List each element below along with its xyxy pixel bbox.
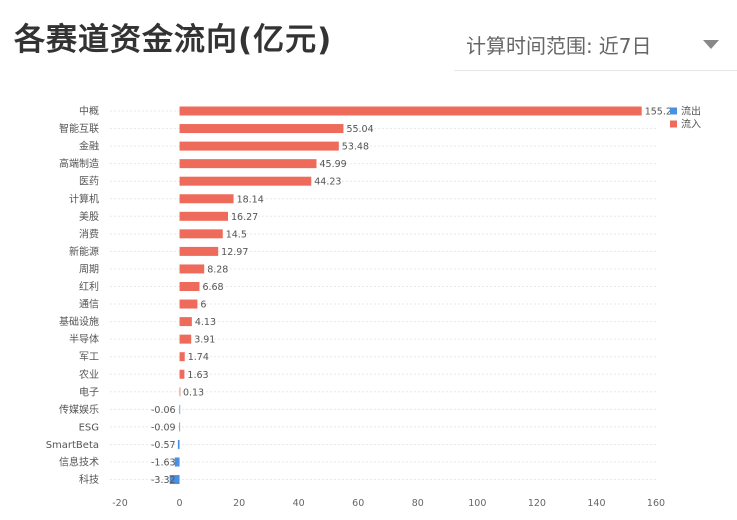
value-label: -3.32 xyxy=(151,475,176,486)
chevron-down-icon[interactable] xyxy=(703,40,719,49)
value-label: -0.06 xyxy=(151,405,176,416)
bar-4 xyxy=(179,159,317,169)
value-label: -0.09 xyxy=(151,422,176,433)
value-label: -0.57 xyxy=(151,440,176,451)
bar-10 xyxy=(179,264,205,274)
page-title: 各赛道资金流向(亿元) xyxy=(14,22,333,58)
bar-15 xyxy=(179,352,185,362)
bar-1 xyxy=(179,106,642,116)
category-label: SmartBeta xyxy=(46,440,99,451)
category-label: 中概 xyxy=(79,105,99,118)
x-tick-label: 60 xyxy=(352,498,364,509)
category-label: 计算机 xyxy=(69,192,99,205)
x-tick-label: 100 xyxy=(468,498,486,509)
category-label: ESG xyxy=(79,422,99,433)
bar-11 xyxy=(179,282,200,291)
category-label: 信息技术 xyxy=(59,456,99,469)
category-label: 电子 xyxy=(79,385,99,398)
value-label: 16.27 xyxy=(231,212,258,223)
x-axis-ticks: -20 0 20 40 60 80 100 120 140 160 xyxy=(112,498,665,509)
x-tick-label: 160 xyxy=(647,498,665,509)
bar-12 xyxy=(179,299,198,309)
category-label: 金融 xyxy=(79,140,99,153)
bar-8 xyxy=(179,229,223,239)
category-label: 红利 xyxy=(79,280,99,293)
value-label: 4.13 xyxy=(195,317,216,328)
bar-6 xyxy=(179,194,234,204)
bar-22 xyxy=(169,475,180,485)
bar-layer xyxy=(169,106,642,485)
value-label: 8.28 xyxy=(207,264,228,275)
value-label: 3.91 xyxy=(194,335,215,346)
bar-3 xyxy=(179,141,339,151)
value-label: 1.63 xyxy=(187,370,208,381)
x-tick-label: 20 xyxy=(233,498,245,509)
value-label: 6.68 xyxy=(202,282,223,293)
bar-19 xyxy=(179,422,181,432)
bar-17 xyxy=(179,387,181,397)
bar-9 xyxy=(179,246,219,256)
value-label: 1.74 xyxy=(188,352,209,363)
x-tick-label: 40 xyxy=(293,498,305,509)
category-label: 医药 xyxy=(79,176,99,188)
value-label: 53.48 xyxy=(342,142,369,153)
bar-2 xyxy=(179,124,344,134)
x-tick-label: 0 xyxy=(177,498,183,509)
value-label: 14.5 xyxy=(226,229,247,240)
x-tick-label: 120 xyxy=(528,498,546,509)
value-labels: 155.2 55.04 53.48 45.99 44.23 18.14 16.27 14.5 1… xyxy=(151,107,672,487)
x-tick-label: 140 xyxy=(587,498,605,509)
legend-swatch-1 xyxy=(670,107,677,115)
legend-swatch-2 xyxy=(670,120,677,128)
bar-13 xyxy=(179,317,192,327)
value-label: 18.14 xyxy=(237,194,264,205)
value-label: 55.04 xyxy=(346,124,373,135)
category-label: 通信 xyxy=(79,299,99,311)
time-range-label: 计算时间范围: xyxy=(466,33,593,58)
value-label: -1.63 xyxy=(151,458,176,469)
value-label: 12.97 xyxy=(221,247,248,258)
bar-20 xyxy=(177,439,180,449)
value-label: 44.23 xyxy=(314,177,341,188)
category-label: 智能互联 xyxy=(59,122,99,135)
category-label: 军工 xyxy=(79,351,99,363)
category-label: 消费 xyxy=(79,227,99,240)
category-label: 美股 xyxy=(79,210,99,223)
bar-18 xyxy=(179,404,181,414)
value-label: 155.2 xyxy=(645,107,672,118)
category-labels: 中概智能互联金融高端制造医药计算机美股消费新能源周期红利通信基础设施半导体军工农… xyxy=(46,105,99,487)
bar-21 xyxy=(174,457,180,467)
bar-5 xyxy=(179,176,312,186)
x-tick-label: -20 xyxy=(112,498,128,509)
time-range-selector[interactable]: 计算时间范围: 近7日 xyxy=(454,18,737,71)
category-label: 科技 xyxy=(79,473,99,486)
time-range-value: 近7日 xyxy=(598,33,652,58)
bar-7 xyxy=(179,211,229,221)
category-label: 农业 xyxy=(79,368,99,381)
x-tick-label: 80 xyxy=(412,498,424,509)
value-label: 6 xyxy=(200,300,206,311)
category-label: 基础设施 xyxy=(59,315,99,328)
legend-label-1: 流出 xyxy=(681,105,701,118)
category-label: 半导体 xyxy=(69,333,99,346)
legend-label-2: 流入 xyxy=(681,118,701,131)
category-label: 周期 xyxy=(79,263,99,275)
value-label: 45.99 xyxy=(320,159,347,170)
bar-14 xyxy=(179,334,192,344)
category-label: 高端制造 xyxy=(59,157,99,170)
category-label: 传媒娱乐 xyxy=(59,403,99,416)
bar-16 xyxy=(179,369,185,379)
category-label: 新能源 xyxy=(69,245,99,258)
value-label: 0.13 xyxy=(183,387,204,398)
